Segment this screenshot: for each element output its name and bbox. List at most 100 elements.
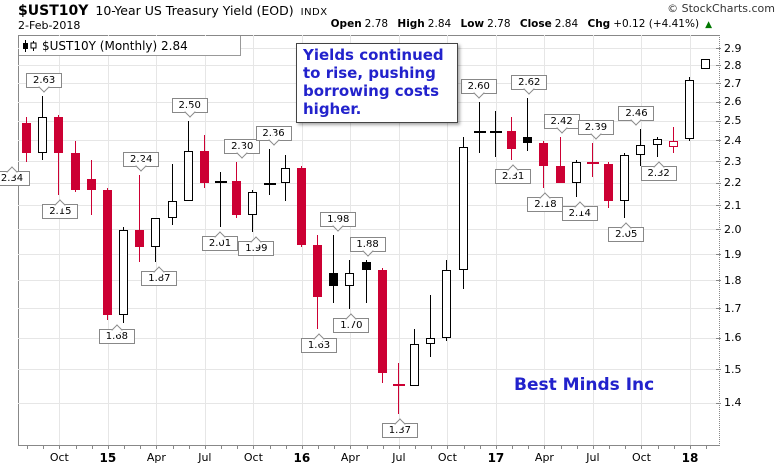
candle-body bbox=[151, 217, 161, 248]
candle-body bbox=[555, 165, 565, 184]
candle-body bbox=[458, 147, 468, 271]
candle-body bbox=[248, 192, 258, 216]
watermark-text: Best Minds Inc bbox=[514, 375, 655, 395]
candle-body bbox=[345, 272, 355, 287]
y-tick-mark bbox=[716, 402, 721, 404]
price-label: 1.88 bbox=[349, 236, 386, 257]
price-label: 1.68 bbox=[98, 324, 135, 345]
x-tick-mark bbox=[398, 446, 400, 449]
x-tick-mark bbox=[59, 446, 61, 449]
chart-title: 10-Year US Treasury Yield (EOD) bbox=[95, 3, 294, 18]
y-tick-label: 2.3 bbox=[724, 154, 742, 168]
stockcharts-copyright: © StockCharts.com bbox=[667, 2, 775, 15]
y-tick-mark bbox=[716, 140, 721, 142]
candle-wick bbox=[591, 143, 593, 177]
x-tick-mark bbox=[495, 446, 497, 449]
x-tick-mark bbox=[447, 446, 449, 449]
price-label-pointer bbox=[184, 106, 196, 118]
plot-top-border bbox=[18, 35, 720, 36]
gridline-horizontal bbox=[18, 182, 719, 184]
y-tick-mark bbox=[716, 161, 721, 163]
x-tick-mark bbox=[172, 446, 174, 449]
y-tick-label: 2.6 bbox=[724, 95, 742, 109]
x-tick-mark bbox=[576, 446, 578, 449]
price-label-pointer bbox=[555, 122, 568, 134]
chart-header: $UST10Y 10-Year US Treasury Yield (EOD) … bbox=[18, 3, 328, 19]
annotation-callout: Yields continued to rise, pushing borrow… bbox=[296, 43, 458, 123]
price-label-pointer bbox=[539, 192, 552, 204]
gridline-horizontal bbox=[18, 140, 719, 142]
price-label: 2.46 bbox=[618, 105, 655, 126]
price-label-pointer bbox=[313, 333, 325, 345]
x-tick-mark bbox=[237, 446, 239, 449]
close-label: Close bbox=[519, 18, 552, 30]
x-tick-label: Oct bbox=[631, 451, 651, 464]
candle-doji-dash bbox=[215, 181, 228, 184]
y-tick-mark bbox=[716, 229, 721, 231]
x-tick-mark bbox=[221, 446, 223, 449]
candle-body bbox=[620, 155, 630, 202]
candle-wick bbox=[494, 111, 496, 158]
price-label-pointer bbox=[135, 159, 147, 172]
gridline-horizontal bbox=[18, 161, 719, 163]
x-tick-mark bbox=[431, 446, 433, 449]
candle-doji-dash bbox=[263, 183, 276, 186]
price-label: 1.98 bbox=[320, 211, 357, 232]
candle-wick bbox=[268, 149, 270, 195]
y-tick-mark bbox=[716, 337, 721, 339]
x-tick-mark bbox=[415, 446, 417, 449]
candle-wick bbox=[365, 259, 367, 304]
candle-wick bbox=[139, 174, 141, 263]
gridline-vertical bbox=[398, 35, 400, 445]
x-tick-label: 15 bbox=[99, 451, 117, 465]
x-tick-mark bbox=[253, 446, 255, 449]
x-tick-mark bbox=[285, 446, 287, 449]
y-tick-label: 2.4 bbox=[724, 133, 742, 147]
x-tick-label: Apr bbox=[340, 451, 360, 464]
candle-body bbox=[70, 153, 80, 190]
candle-body bbox=[410, 344, 420, 387]
x-tick-mark bbox=[706, 446, 708, 449]
price-label: 1.99 bbox=[238, 236, 275, 257]
candle-body bbox=[377, 270, 387, 373]
candle-body bbox=[426, 338, 436, 345]
gridline-horizontal bbox=[18, 402, 719, 404]
y-tick-label: 1.5 bbox=[724, 362, 742, 376]
price-label: 1.37 bbox=[381, 418, 418, 438]
x-tick-mark bbox=[592, 446, 594, 449]
price-label: 2.15 bbox=[42, 198, 79, 219]
x-tick-label: Apr bbox=[534, 451, 554, 464]
y-tick-mark bbox=[716, 182, 721, 184]
candle-doji-dash bbox=[586, 161, 599, 164]
price-label: 2.42 bbox=[543, 113, 580, 134]
price-label-pointer bbox=[111, 324, 123, 337]
candle-body bbox=[701, 59, 711, 70]
x-tick-mark bbox=[382, 446, 384, 449]
ohlc-quote-row: Open 2.78 High 2.84 Low 2.78 Close 2.84 Chg +… bbox=[331, 18, 712, 30]
candle-body bbox=[135, 229, 145, 248]
high-label: High bbox=[397, 18, 425, 30]
x-tick-label: Jul bbox=[198, 451, 212, 464]
gridline-vertical bbox=[592, 35, 594, 445]
x-tick-mark bbox=[528, 446, 530, 449]
y-tick-mark bbox=[716, 308, 721, 310]
price-label: 2.39 bbox=[577, 120, 614, 140]
exchange-label: INDX bbox=[300, 7, 328, 18]
x-tick-mark bbox=[301, 446, 303, 449]
x-tick-label: Oct bbox=[243, 451, 263, 464]
price-label-pointer bbox=[630, 114, 643, 126]
candle-body bbox=[102, 190, 112, 315]
x-tick-mark bbox=[512, 446, 514, 449]
price-label-pointer bbox=[473, 87, 485, 99]
gridline-horizontal bbox=[18, 229, 719, 231]
legend-text: $UST10Y (Monthly) 2.84 bbox=[42, 38, 188, 53]
y-tick-mark bbox=[716, 65, 721, 67]
price-label: 2.36 bbox=[255, 126, 292, 146]
candle-body bbox=[507, 130, 517, 150]
x-tick-label: Jul bbox=[586, 451, 600, 464]
x-tick-mark bbox=[188, 446, 190, 449]
y-tick-label: 2.5 bbox=[724, 114, 742, 128]
x-tick-mark bbox=[107, 446, 109, 449]
candle-body bbox=[22, 123, 31, 154]
